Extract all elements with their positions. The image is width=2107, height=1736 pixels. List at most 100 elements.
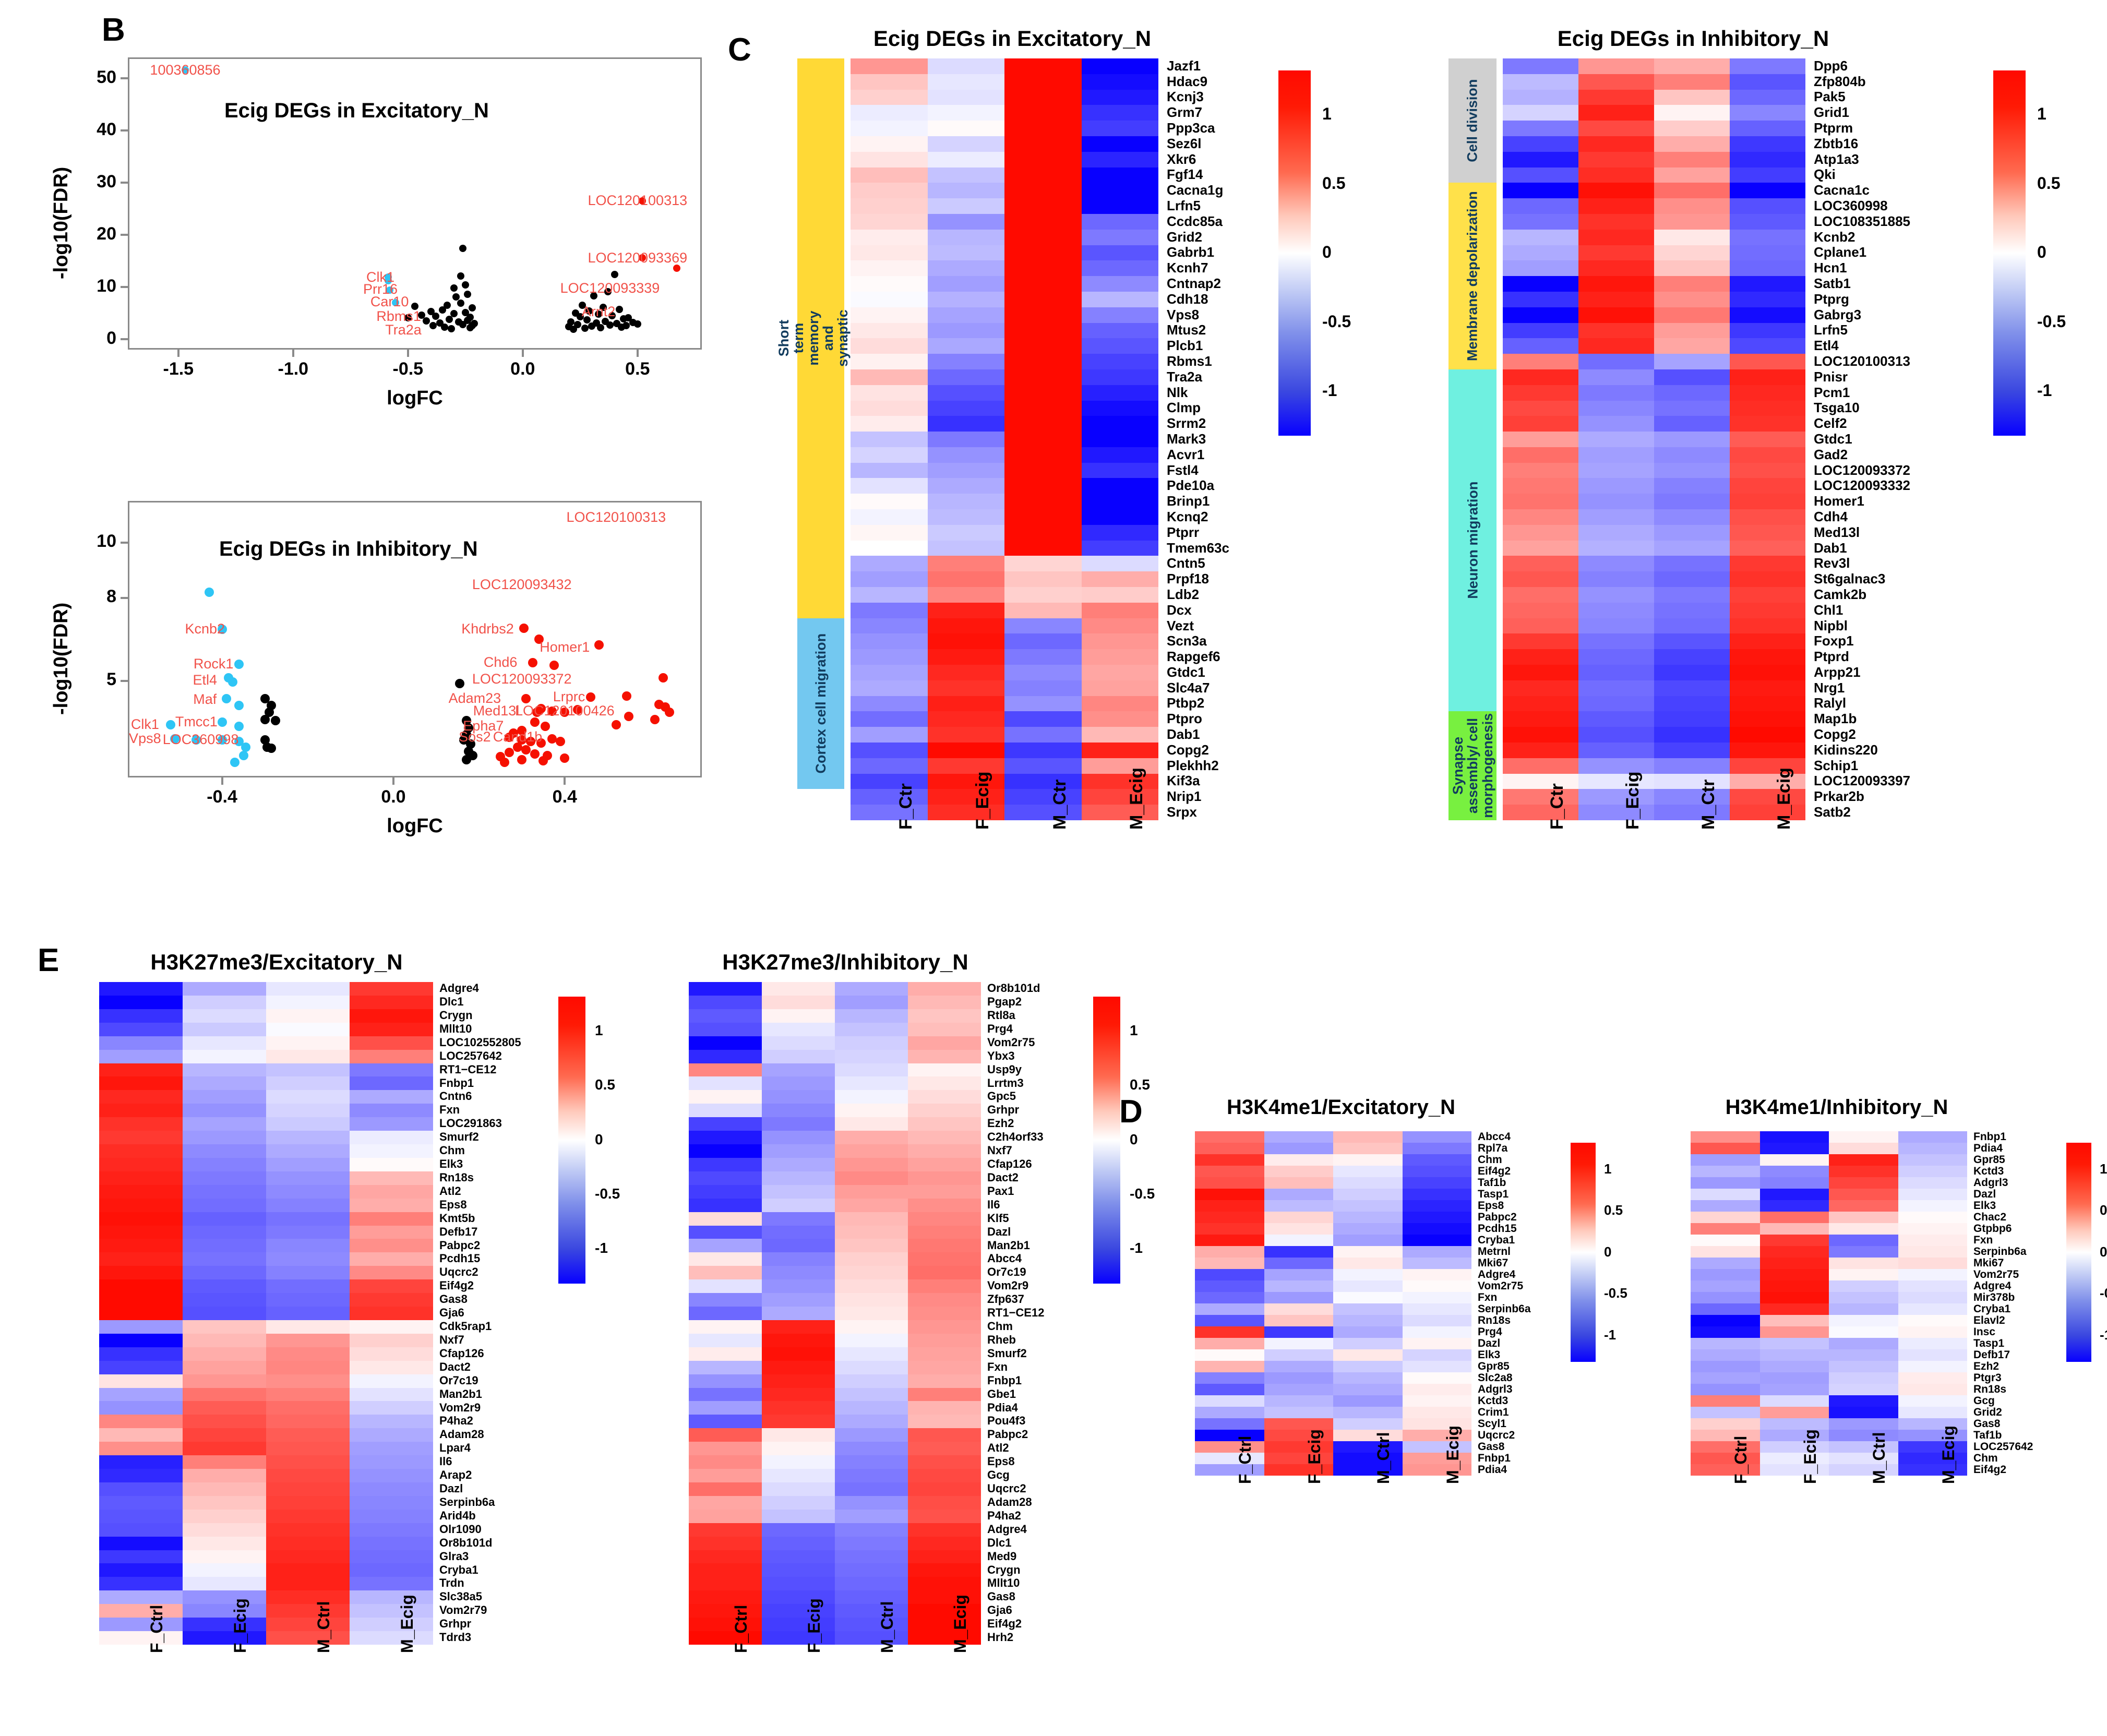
heatmap-cell [1004, 494, 1082, 510]
heatmap-cell [1081, 462, 1158, 478]
heatmap-cell [1691, 1154, 1760, 1166]
heatmap-row-label: Cplane1 [1814, 244, 1867, 260]
heatmap-cell [1829, 1292, 1898, 1303]
heatmap-row-label: Kctd3 [1478, 1394, 1509, 1407]
heatmap-cell [183, 1212, 266, 1226]
heatmap-cell [99, 1184, 183, 1199]
heatmap-cell [1578, 478, 1654, 494]
heatmap-cell [1898, 1384, 1967, 1395]
heatmap-cell [762, 1618, 835, 1632]
heatmap-cell [1654, 338, 1730, 354]
heatmap-row-label: Ptprm [1814, 120, 1853, 136]
heatmap-cell [1578, 743, 1654, 758]
heatmap-cell [1654, 105, 1730, 121]
heatmap-row-label: Vezt [1167, 617, 1194, 633]
heatmap-cell [1264, 1269, 1333, 1280]
data-point-down [228, 677, 238, 687]
heatmap-cell [1691, 1223, 1760, 1235]
heatmap-cell [1654, 213, 1730, 230]
heatmap-row-label: Rapgef6 [1167, 649, 1220, 665]
data-point-up [547, 734, 557, 744]
heatmap-cell [1578, 58, 1654, 74]
heatmap-cell [1503, 556, 1578, 572]
heatmap-cell [908, 1266, 981, 1280]
heatmap-cell [1004, 354, 1082, 369]
heatmap-row-label: Rn18s [1478, 1314, 1511, 1326]
heatmap-row-label: Grhpr [439, 1617, 472, 1631]
heatmap-cell [762, 1009, 835, 1023]
heatmap-cell [835, 1347, 908, 1361]
heatmap-cell [908, 1049, 981, 1063]
heatmap-row-label: Srrm2 [1167, 415, 1206, 432]
data-point-up [624, 712, 634, 722]
heatmap-row-label: Pdia4 [1478, 1463, 1507, 1476]
heatmap-cell [183, 995, 266, 1009]
heatmap-row-label: Arpp21 [1814, 664, 1861, 680]
heatmap-cell [851, 447, 928, 463]
heatmap-cell [350, 1482, 433, 1496]
data-point-ns [574, 321, 582, 328]
heatmap-cell [689, 1442, 762, 1456]
x-tick-label: -0.5 [392, 359, 424, 379]
heatmap-cell [1654, 524, 1730, 541]
heatmap-cell [1004, 509, 1082, 525]
heatmap-row-label: Fstl4 [1167, 462, 1199, 478]
heatmap-row-label: Chl1 [1814, 602, 1843, 618]
heatmap-colorbar [1993, 70, 2026, 436]
heatmap-cell [1898, 1453, 1967, 1464]
heatmap-cell [851, 432, 928, 447]
heatmap-row-label: Dlc1 [987, 1536, 1012, 1549]
heatmap-cell [1264, 1154, 1333, 1166]
heatmap-cell [1081, 602, 1158, 618]
heatmap-cell [927, 213, 1004, 230]
heatmap-cell [1503, 743, 1578, 758]
x-tick-mark [564, 777, 566, 785]
heatmap-column-label: M_Ctrl [1374, 1432, 1393, 1484]
heatmap-row-label: Crygn [987, 1563, 1021, 1576]
gene-label: Chd6 [483, 654, 518, 670]
heatmap-column-label: F_Ecig [973, 771, 993, 830]
heatmap-cell [927, 307, 1004, 323]
heatmap-row-label: Vom2r75 [987, 1035, 1035, 1049]
heatmap-cell [1578, 307, 1654, 323]
heatmap-cell [1402, 1338, 1471, 1349]
heatmap-cell [1402, 1315, 1471, 1326]
heatmap-cell [183, 1036, 266, 1050]
heatmap-cell [1503, 478, 1578, 494]
data-point-ns [469, 304, 476, 312]
heatmap-cell [1264, 1464, 1333, 1476]
heatmap-cell [1578, 540, 1654, 556]
heatmap-cell [689, 1266, 762, 1280]
heatmap-cell [350, 1076, 433, 1091]
heatmap-cell [1898, 1166, 1967, 1177]
heatmap-row-label: Defb17 [1973, 1348, 2010, 1361]
heatmap-cell [183, 1252, 266, 1266]
heatmap-cell [99, 1469, 183, 1482]
heatmap-row-label: Grid1 [1814, 104, 1849, 121]
heatmap-cell [183, 1198, 266, 1212]
heatmap-row-label: Tsga10 [1814, 400, 1860, 416]
heatmap-cell [1195, 1407, 1264, 1418]
heatmap-cell [1264, 1200, 1333, 1212]
data-point-up [541, 721, 550, 731]
heatmap-cell [1264, 1441, 1333, 1453]
heatmap-cell [1730, 136, 1805, 152]
y-tick-mark [121, 679, 128, 682]
heatmap-row-label: Mllt10 [987, 1576, 1020, 1590]
heatmap-cell [99, 1307, 183, 1320]
data-point-up [556, 737, 566, 747]
volcano-plot-excitatory: Ecig DEGs in Excitatory_N 100360856 LOC120… [0, 0, 731, 433]
heatmap-row-label: Satb1 [1814, 276, 1851, 291]
heatmap-cell [1333, 1441, 1403, 1453]
gene-label: Rock1 [193, 655, 234, 672]
data-point-ns [443, 302, 451, 309]
heatmap-cell [835, 1049, 908, 1063]
gene-label: LOC120100313 [566, 509, 666, 525]
heatmap-cell [1654, 198, 1730, 214]
data-point-down [234, 701, 244, 711]
heatmap-cell [1081, 758, 1158, 774]
heatmap-cell [1004, 462, 1082, 478]
heatmap-row-label: Mark3 [1167, 430, 1206, 447]
colorbar-tick: 0.5 [1322, 173, 1346, 193]
heatmap-cell [350, 1266, 433, 1280]
